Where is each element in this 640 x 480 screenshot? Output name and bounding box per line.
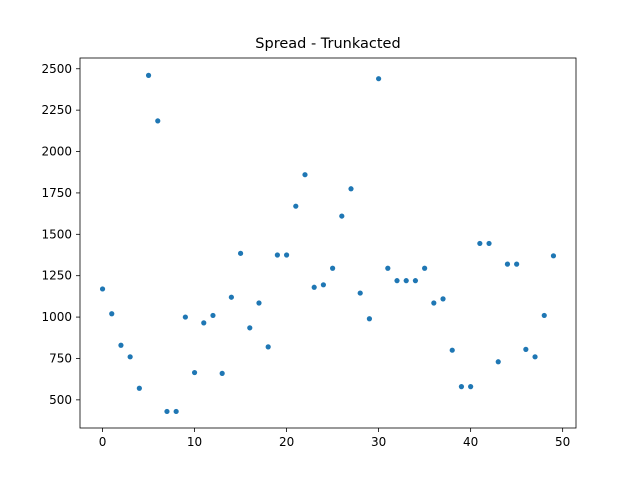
y-tick-label: 750 — [49, 351, 72, 365]
data-point — [357, 290, 363, 296]
data-point — [99, 286, 106, 292]
data-point — [431, 300, 437, 306]
y-tick-label: 2000 — [41, 145, 72, 159]
plot-marks — [99, 72, 557, 415]
data-point — [293, 203, 299, 209]
x-tick-label: 30 — [371, 435, 386, 449]
data-point — [486, 240, 492, 247]
data-point — [458, 384, 465, 390]
x-tick-label: 10 — [187, 435, 202, 449]
data-point — [228, 294, 234, 300]
data-point — [127, 354, 133, 360]
y-tick-label: 1250 — [41, 269, 72, 283]
plot-frame — [79, 57, 577, 429]
x-tick-label: 20 — [279, 435, 294, 449]
data-point — [523, 346, 529, 352]
data-point — [155, 118, 161, 124]
data-point — [348, 186, 354, 192]
axis-ticks: 0 10 20 30 40 50 500 750 1000 1250 1500 1750 2000 225… — [41, 62, 570, 449]
data-point — [504, 261, 511, 267]
y-tick-label: 2500 — [41, 62, 72, 76]
data-point — [210, 312, 216, 319]
data-point — [247, 325, 253, 331]
data-point — [182, 314, 188, 320]
data-point — [145, 72, 152, 78]
data-point — [339, 213, 345, 219]
data-point — [376, 76, 382, 82]
data-point — [468, 384, 474, 390]
data-point — [302, 172, 308, 178]
data-point — [311, 284, 317, 290]
data-point — [118, 342, 124, 348]
data-point — [449, 347, 455, 353]
data-point — [477, 240, 483, 247]
x-tick-label: 40 — [463, 435, 478, 449]
data-point — [173, 408, 179, 415]
data-point — [136, 385, 142, 391]
y-tick-label: 1500 — [41, 227, 72, 241]
y-tick-label: 500 — [49, 393, 72, 407]
data-point — [330, 265, 336, 271]
data-point — [532, 354, 538, 360]
data-point — [219, 370, 225, 376]
data-point — [412, 278, 419, 284]
data-point — [237, 250, 244, 256]
data-point — [164, 408, 170, 415]
y-tick-label: 1000 — [41, 310, 72, 324]
data-point — [403, 278, 409, 284]
chart-title: Spread - Trunkacted — [255, 36, 400, 52]
y-tick-label: 1750 — [41, 186, 72, 200]
data-point — [440, 296, 446, 302]
y-tick-label: 2250 — [41, 103, 72, 117]
data-point — [422, 265, 428, 271]
data-point — [385, 265, 391, 271]
data-point — [366, 316, 373, 322]
data-point — [283, 252, 290, 258]
data-point — [201, 320, 207, 326]
data-point — [265, 344, 271, 350]
data-point — [256, 300, 262, 306]
x-tick-label: 50 — [555, 435, 570, 449]
data-point — [514, 261, 520, 267]
data-point — [495, 359, 501, 365]
x-tick-label: 0 — [99, 435, 107, 449]
data-point — [320, 282, 326, 288]
data-point — [394, 278, 400, 284]
data-point — [550, 253, 557, 259]
data-point — [541, 312, 547, 319]
data-point — [109, 311, 115, 317]
data-point — [274, 252, 280, 258]
data-point — [191, 369, 198, 376]
